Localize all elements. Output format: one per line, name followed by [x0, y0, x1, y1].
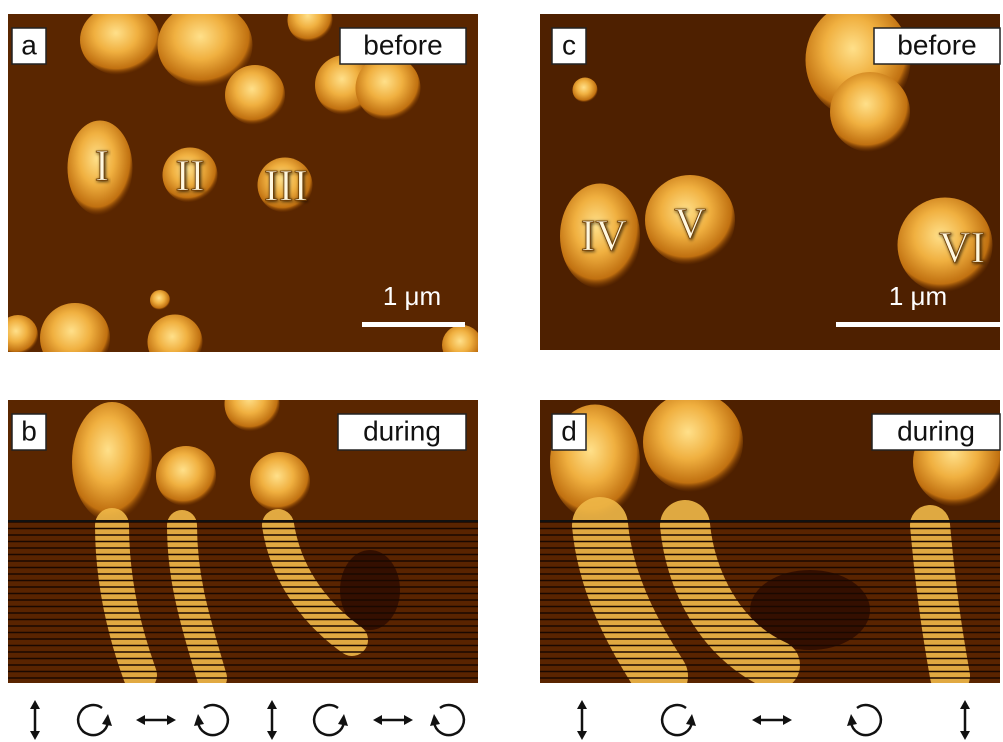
state-label: during [897, 415, 975, 446]
particle [442, 325, 482, 365]
particle [40, 303, 110, 373]
vertical-arrow [267, 700, 277, 740]
vertical-arrow [30, 700, 40, 740]
particle [830, 72, 910, 152]
particle [148, 315, 203, 370]
panel-label: d [561, 415, 577, 446]
particle-label: VI [939, 223, 985, 272]
particle [643, 392, 743, 492]
particle [573, 78, 598, 103]
state-label: during [363, 415, 441, 446]
page: a before I II III 1 μm c before IV V VI … [0, 0, 1003, 742]
counterclockwise-icon [194, 705, 228, 735]
clockwise-icon [314, 705, 348, 735]
particle-label: I [95, 141, 110, 190]
clockwise-icon [78, 705, 112, 735]
particle [80, 5, 160, 75]
particle-label: V [674, 199, 706, 248]
horizontal-arrow [136, 715, 176, 725]
particle-label: IV [581, 211, 628, 260]
vertical-arrow [577, 700, 587, 740]
state-label: before [897, 29, 976, 60]
motion-icons [30, 700, 970, 740]
particle [356, 56, 421, 121]
particle [225, 377, 280, 432]
particle-label: III [264, 161, 308, 210]
particle [150, 290, 170, 310]
particle [250, 452, 310, 512]
particle [156, 446, 216, 506]
counterclockwise-icon [847, 705, 881, 735]
vertical-arrow [960, 700, 970, 740]
clockwise-icon [662, 705, 696, 735]
scale-bar [362, 322, 465, 327]
panel-label: c [562, 29, 576, 60]
horizontal-arrow [373, 715, 413, 725]
particle [225, 65, 285, 125]
particle-label: II [175, 151, 204, 200]
panel-label: b [21, 415, 37, 446]
state-label: before [363, 29, 442, 60]
particle [72, 402, 152, 522]
scale-bar-label: 1 μm [383, 281, 441, 311]
figure: a before I II III 1 μm c before IV V VI … [0, 0, 1003, 742]
horizontal-arrow [752, 715, 792, 725]
panel-label: a [21, 29, 37, 60]
counterclockwise-icon [430, 705, 464, 735]
scale-bar [836, 322, 1000, 327]
scale-bar-label: 1 μm [889, 281, 947, 311]
